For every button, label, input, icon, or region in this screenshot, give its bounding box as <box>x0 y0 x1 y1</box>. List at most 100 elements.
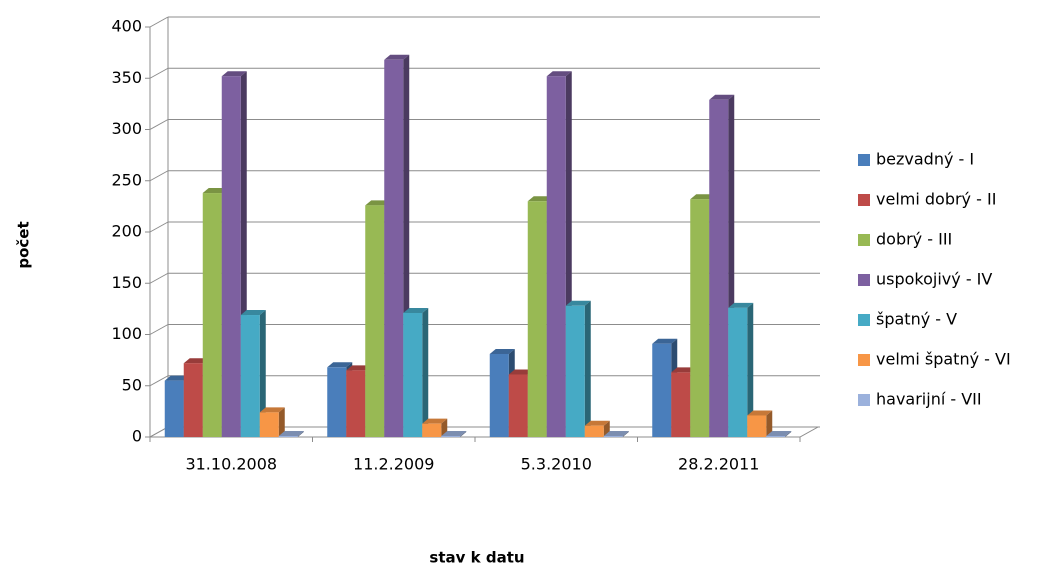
bar <box>527 201 547 437</box>
bar-top <box>584 420 610 426</box>
y-tick-label: 0 <box>132 427 142 446</box>
bar <box>508 374 528 437</box>
grid-line-side <box>149 324 169 335</box>
bar-top <box>441 430 467 436</box>
bar <box>164 380 184 437</box>
bar-top <box>709 94 735 100</box>
bar-top <box>527 196 553 202</box>
legend-swatch <box>858 194 870 206</box>
bar-top <box>384 54 410 60</box>
bar-side <box>785 430 792 437</box>
y-axis-title: počet <box>15 221 33 268</box>
bar <box>690 199 710 437</box>
x-tick-label: 5.3.2010 <box>521 455 592 474</box>
bar-top <box>259 407 285 413</box>
bar <box>489 353 509 437</box>
bar <box>221 76 241 437</box>
bar <box>652 343 672 437</box>
bar-side <box>584 300 591 437</box>
bar-top <box>422 418 448 424</box>
bar-top <box>747 410 773 416</box>
grid-line-side <box>149 375 169 387</box>
y-tick-label: 150 <box>111 273 142 292</box>
bar <box>259 412 279 437</box>
legend-label: dobrý - III <box>876 230 952 249</box>
y-tick-label: 400 <box>111 17 142 36</box>
y-tick-label: 200 <box>111 222 142 241</box>
legend-label: velmi špatný - VI <box>876 350 1011 369</box>
bar-top <box>728 302 754 308</box>
grid-line-side <box>149 170 169 182</box>
grid-line-side <box>149 272 169 284</box>
x-tick-label: 28.2.2011 <box>678 455 759 474</box>
bar <box>327 367 347 437</box>
legend-swatch <box>858 234 870 246</box>
bar-top <box>183 358 209 364</box>
bar-top <box>164 375 190 381</box>
legend-swatch <box>858 154 870 166</box>
y-tick-label: 250 <box>111 170 142 189</box>
bar-side <box>460 430 467 437</box>
bar-top <box>403 307 429 313</box>
bar <box>747 415 767 437</box>
bar <box>584 425 604 437</box>
bar-top <box>240 310 266 316</box>
bar <box>202 193 222 437</box>
x-tick-label: 11.2.2009 <box>353 455 434 474</box>
bar-top <box>346 365 372 371</box>
legend-swatch <box>858 394 870 406</box>
grid-line-side <box>149 16 169 28</box>
bar <box>441 435 461 437</box>
bar <box>422 423 442 437</box>
bar-top <box>652 338 678 344</box>
legend-label: špatný - V <box>876 310 957 329</box>
bar <box>384 59 404 438</box>
y-tick-label: 100 <box>111 324 142 343</box>
bar-side <box>766 410 773 437</box>
bar <box>603 435 623 437</box>
legend-label: bezvadný - I <box>876 150 974 169</box>
bar-top <box>365 200 391 206</box>
bar-top <box>327 362 353 368</box>
bar-side <box>622 430 629 437</box>
bar-top <box>489 348 515 354</box>
bar-top <box>546 71 572 77</box>
bar <box>365 205 385 437</box>
legend-label: uspokojivý - IV <box>876 270 992 289</box>
bar <box>346 370 366 437</box>
bar-top <box>202 188 228 194</box>
bar-top <box>278 430 304 436</box>
legend-label: velmi dobrý - II <box>876 190 996 209</box>
bar <box>278 435 298 437</box>
bar-side <box>747 302 754 437</box>
bar <box>766 435 786 437</box>
legend-swatch <box>858 314 870 326</box>
bar-top <box>766 430 792 436</box>
bar-top <box>603 430 629 436</box>
bar <box>240 315 260 437</box>
bar-top <box>221 71 247 77</box>
bar <box>403 312 423 437</box>
bar-side <box>259 310 266 437</box>
bar <box>546 76 566 437</box>
bar <box>183 363 203 437</box>
bar <box>565 305 585 437</box>
y-tick-label: 300 <box>111 119 142 138</box>
bar <box>671 372 691 437</box>
grid-line-side <box>149 67 169 79</box>
bar <box>728 307 748 437</box>
grid-line-side <box>149 119 169 130</box>
y-tick-label: 50 <box>122 375 142 394</box>
y-tick-label: 350 <box>111 68 142 87</box>
bar-top <box>671 367 697 373</box>
legend-label: havarijní - VII <box>876 390 982 409</box>
x-tick-label: 31.10.2008 <box>185 455 277 474</box>
bar-side <box>297 430 304 437</box>
bar <box>709 99 729 438</box>
x-axis-title: stav k datu <box>429 549 524 567</box>
legend-swatch <box>858 354 870 366</box>
bar-top <box>690 194 716 200</box>
bar-side <box>422 307 429 437</box>
bar-top <box>508 369 534 375</box>
